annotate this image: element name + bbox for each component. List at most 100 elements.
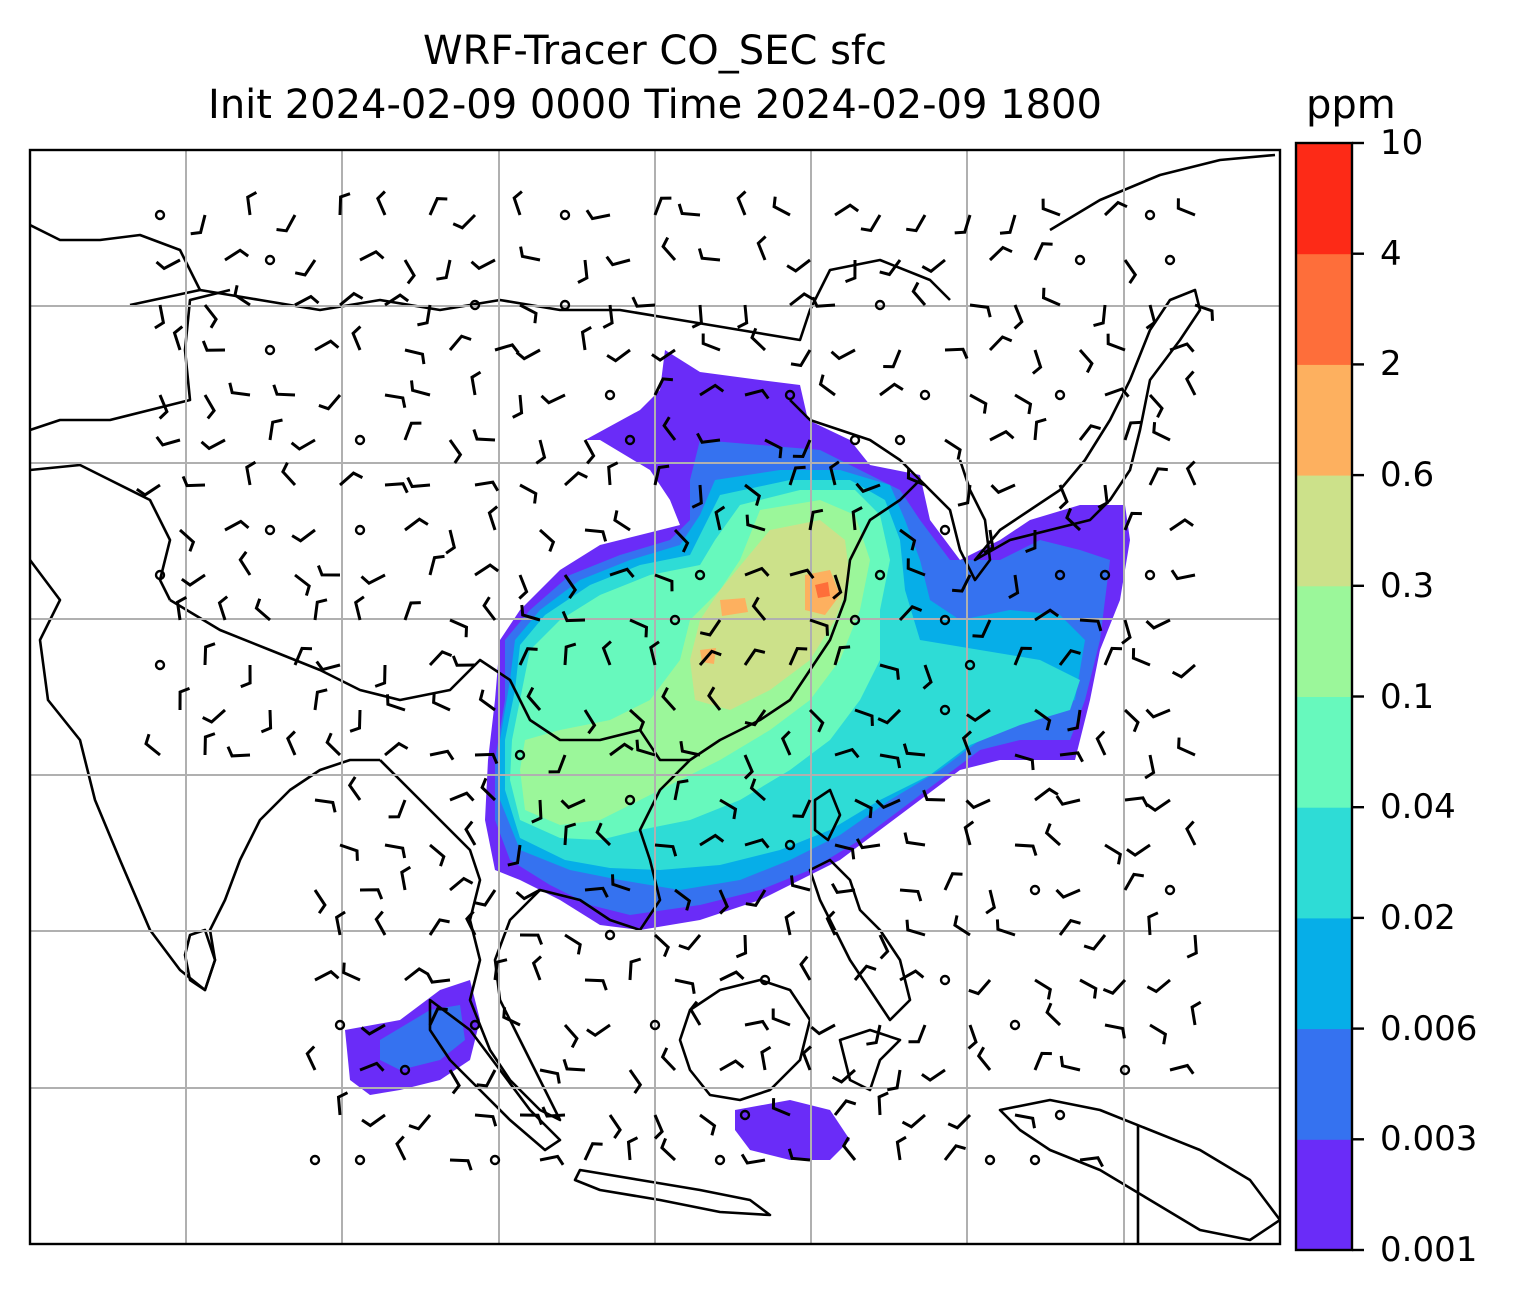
- wind-barb: [699, 619, 722, 637]
- wind-barb: [436, 259, 452, 281]
- wind-barb: [653, 464, 670, 486]
- wind-barb: [854, 708, 874, 726]
- wind-barb: [972, 619, 992, 638]
- colorbar-band: [1296, 1139, 1352, 1251]
- wind-barb: [1103, 200, 1128, 217]
- wind-barb: [1034, 608, 1060, 622]
- wind-calm-marker: [669, 614, 681, 626]
- wind-barb: [1185, 820, 1197, 846]
- wind-barb: [1176, 198, 1196, 217]
- wind-barb: [899, 969, 925, 982]
- wind-barb: [719, 798, 738, 820]
- wind-barb: [539, 1154, 565, 1166]
- colorbar-tick-label: 10: [1380, 123, 1424, 163]
- wind-barb: [786, 258, 811, 273]
- wind-barb: [756, 235, 767, 261]
- wind-barb: [1093, 304, 1107, 328]
- wind-barb: [428, 1007, 448, 1026]
- wind-barb: [1149, 1023, 1168, 1045]
- wind-calm-marker: [469, 299, 481, 311]
- wind-barb: [1104, 1023, 1126, 1039]
- wind-barb: [963, 820, 975, 846]
- wind-barb: [426, 972, 451, 984]
- wind-barb: [707, 686, 722, 711]
- wind-barb: [833, 645, 851, 666]
- wind-barb: [908, 1024, 927, 1044]
- wind-barb: [226, 746, 251, 758]
- wind-barb: [541, 1106, 566, 1118]
- wind-barb: [954, 214, 972, 235]
- wind-barb: [1104, 843, 1122, 865]
- wind-barb: [764, 438, 783, 459]
- wind-barb: [584, 528, 608, 542]
- wind-barb: [1058, 484, 1069, 510]
- colorbar-band: [1296, 143, 1352, 255]
- wind-barb: [698, 649, 722, 666]
- wind-calm-marker: [939, 704, 951, 716]
- wind-barb: [175, 595, 188, 621]
- wind-barb: [294, 573, 311, 597]
- wind-barb: [1078, 424, 1102, 441]
- wind-barb: [464, 820, 477, 846]
- wind-barb: [967, 1024, 978, 1050]
- wind-barb: [875, 798, 901, 810]
- wind-barb: [1194, 303, 1214, 321]
- wind-barb: [660, 1137, 677, 1162]
- wind-barb: [314, 798, 337, 813]
- coastline-java: [573, 1168, 772, 1217]
- wind-calm-marker: [739, 1109, 751, 1121]
- wind-barb: [452, 213, 477, 230]
- wind-barb: [200, 438, 226, 451]
- wind-calm-marker: [624, 794, 636, 806]
- wind-calm-marker: [154, 209, 166, 221]
- wind-barb: [628, 708, 646, 733]
- wind-barb: [487, 505, 499, 531]
- wind-barb: [883, 349, 902, 369]
- wind-barb: [314, 969, 340, 982]
- coastline-sulawesi: [838, 1028, 902, 1092]
- colorbar-bands: [1296, 143, 1352, 1251]
- wind-barb: [830, 882, 856, 895]
- wind-barb: [1055, 795, 1081, 806]
- wind-barb: [1083, 934, 1107, 951]
- wind-barb: [1097, 484, 1109, 509]
- wind-barb: [203, 732, 216, 756]
- wind-barb: [400, 865, 412, 891]
- wind-barb: [855, 838, 881, 850]
- wind-barb: [135, 483, 161, 497]
- colorbar-tick-label: 0.006: [1380, 1008, 1478, 1049]
- wind-barb: [268, 418, 283, 441]
- wind-barb: [787, 1148, 811, 1162]
- wind-barb: [953, 915, 971, 937]
- wind-barb: [1034, 708, 1052, 731]
- wind-barb: [808, 708, 825, 733]
- wind-barb: [158, 394, 169, 420]
- wind-barb: [699, 833, 725, 847]
- wind-barb: [374, 910, 387, 936]
- wind-barb: [985, 889, 997, 915]
- wind-barb: [474, 480, 500, 492]
- colorbar-band: [1296, 917, 1352, 1030]
- wind-calm-marker: [714, 1154, 726, 1166]
- map-frame: [28, 148, 1282, 1246]
- wind-barb: [1044, 823, 1062, 847]
- wind-barb: [404, 517, 429, 532]
- wind-calm-marker: [334, 1019, 346, 1031]
- colorbar-tick-label: 0.04: [1380, 787, 1456, 828]
- wind-barb: [834, 843, 856, 860]
- wind-barb: [238, 550, 252, 576]
- wind-barb: [318, 394, 342, 411]
- wind-barb: [701, 333, 721, 352]
- wind-barb: [628, 1069, 643, 1094]
- wind-barb: [780, 730, 792, 756]
- wind-barb: [384, 843, 407, 859]
- wind-barb: [224, 248, 250, 262]
- wind-barb: [602, 304, 614, 329]
- wind-barb: [831, 1068, 856, 1084]
- wind-calm-marker: [399, 1064, 411, 1076]
- wind-barb: [825, 910, 837, 936]
- wind-barb: [583, 1142, 603, 1161]
- wind-barb: [172, 325, 184, 351]
- wind-barb: [325, 732, 342, 757]
- wind-barb: [535, 439, 547, 465]
